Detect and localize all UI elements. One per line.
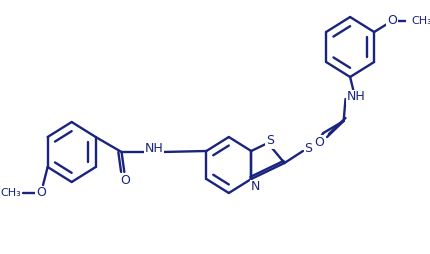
Text: N: N [251, 181, 261, 194]
Text: O: O [36, 186, 46, 199]
Text: O: O [387, 14, 396, 27]
Text: O: O [315, 135, 325, 149]
Text: S: S [266, 135, 274, 148]
Text: NH: NH [144, 142, 163, 155]
Text: NH: NH [347, 90, 366, 103]
Text: S: S [304, 142, 313, 155]
Text: CH₃: CH₃ [412, 16, 430, 26]
Text: CH₃: CH₃ [0, 188, 21, 198]
Text: O: O [120, 173, 130, 186]
